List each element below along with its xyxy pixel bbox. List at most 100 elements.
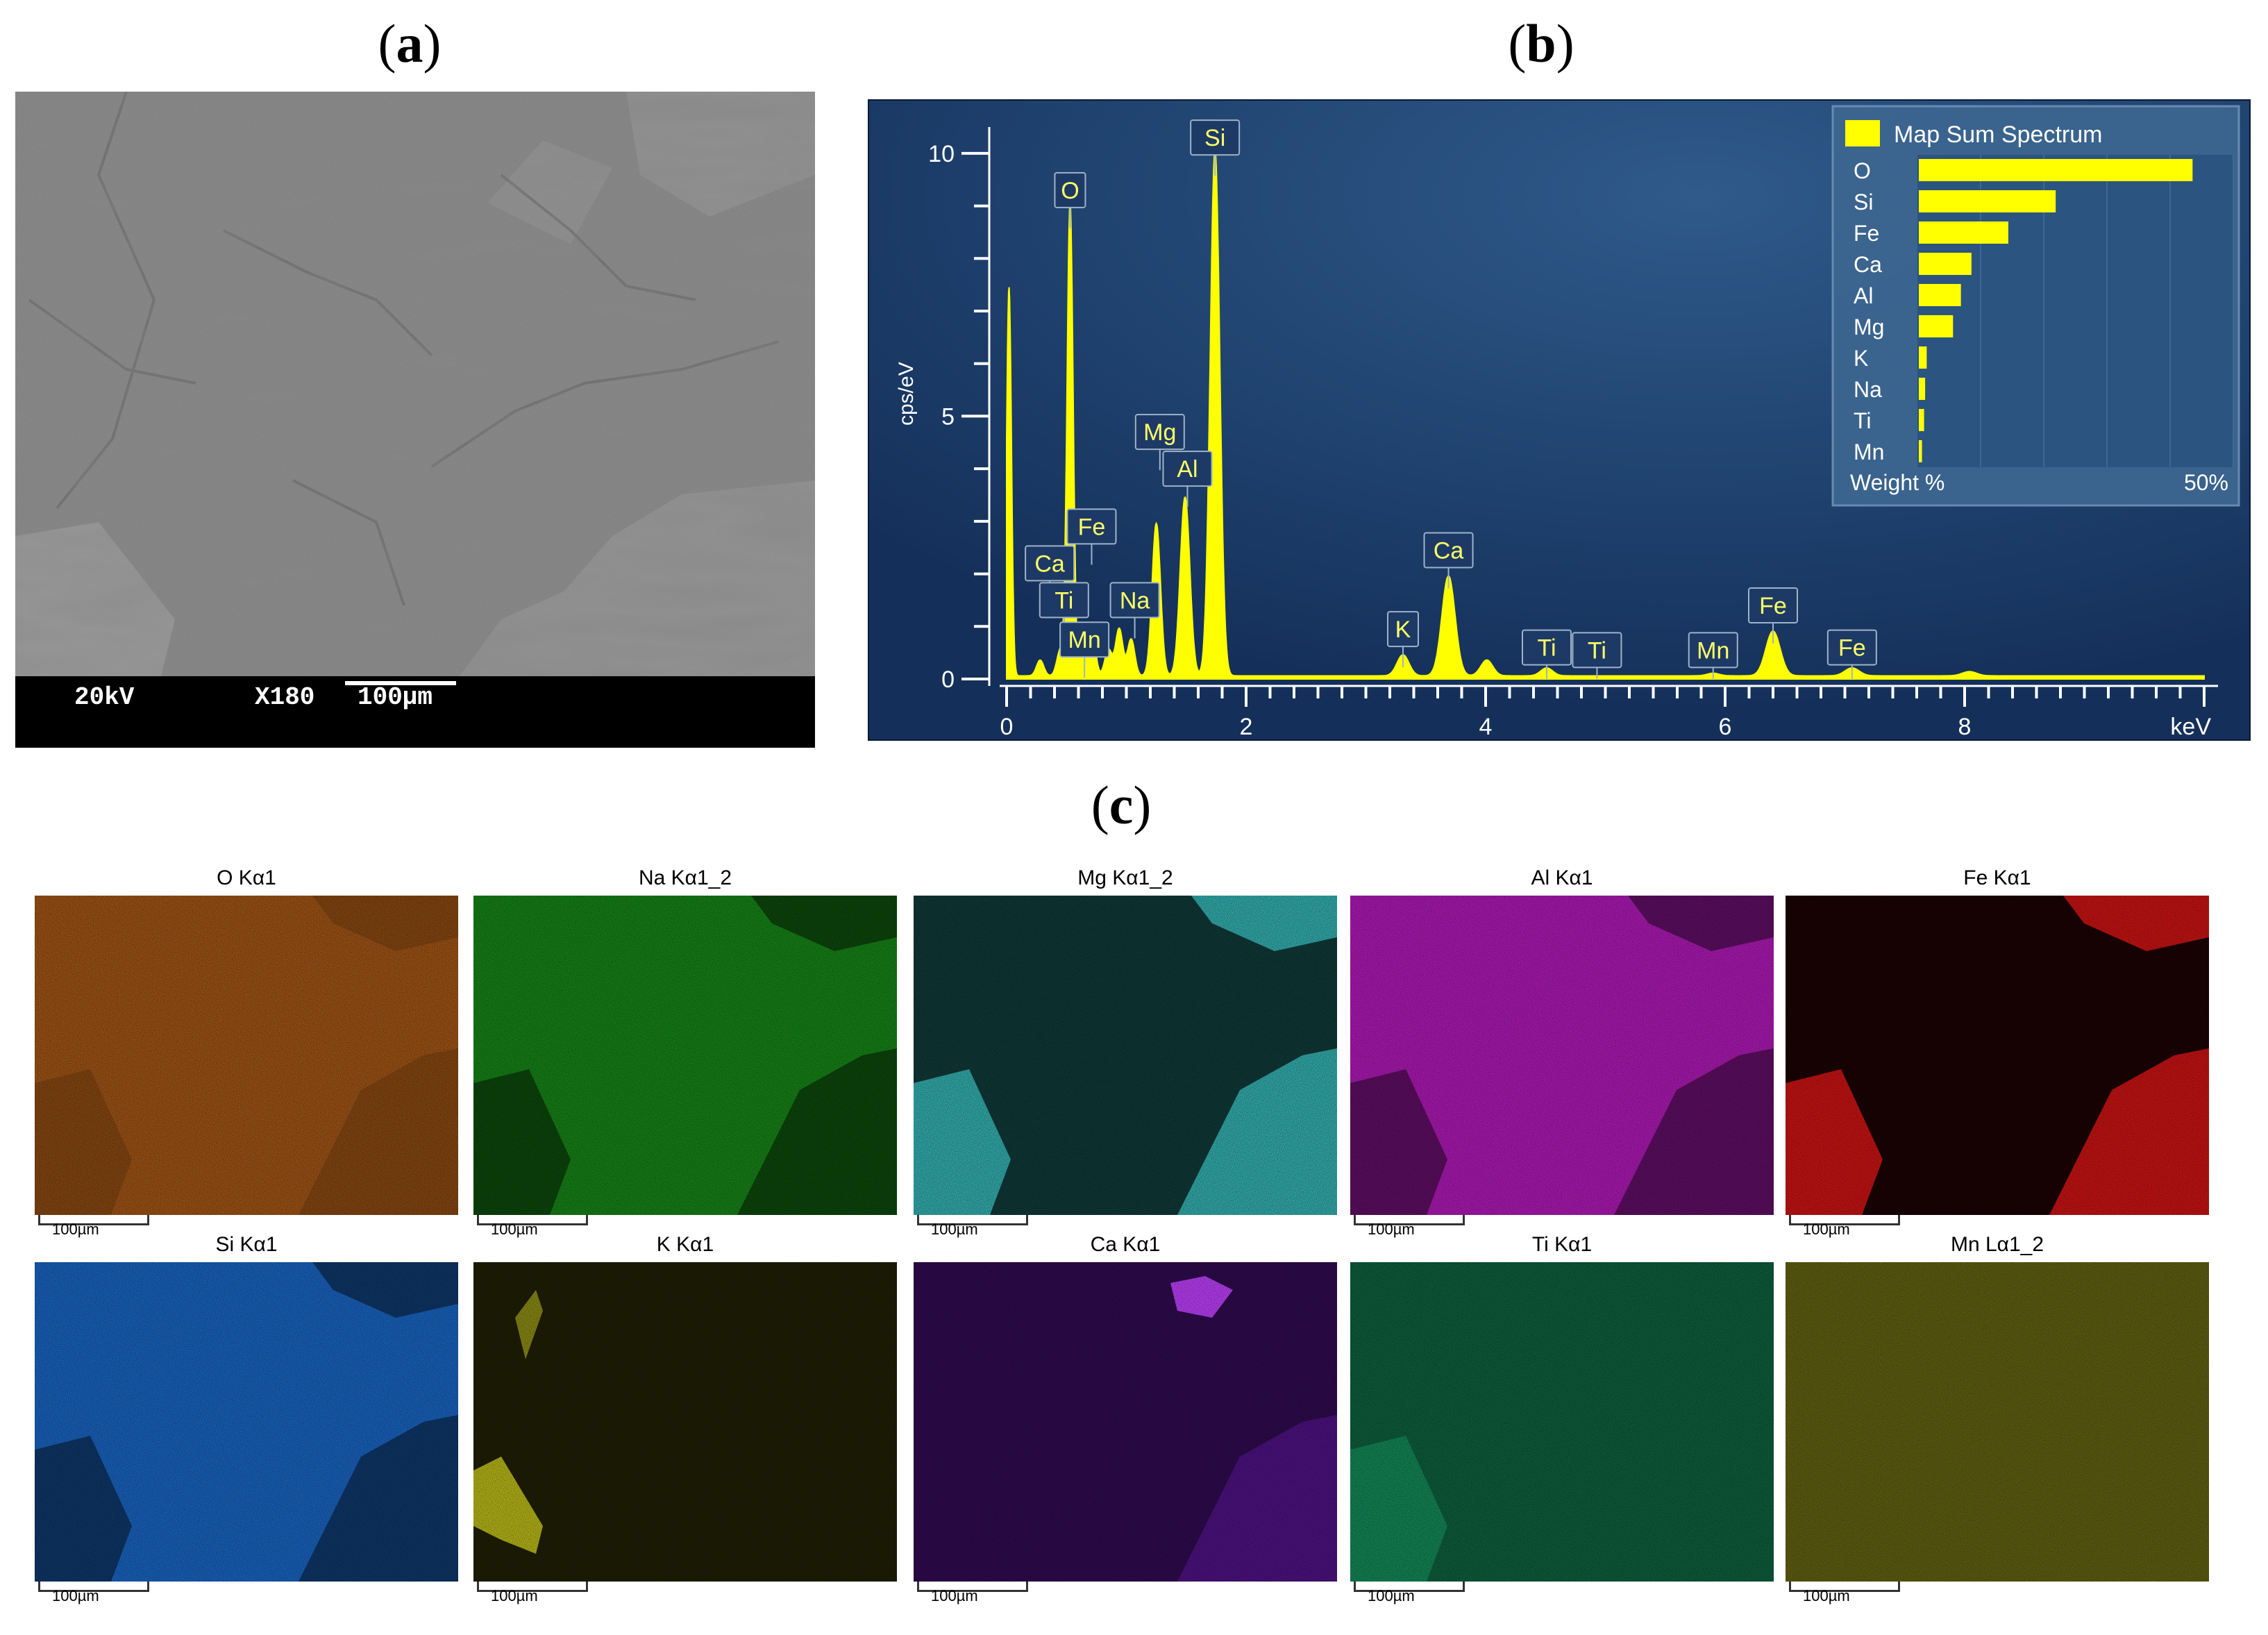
x-tick-label: 2 bbox=[1240, 714, 1253, 740]
legend-bar bbox=[1919, 378, 1926, 400]
peak-label: Mg bbox=[1134, 414, 1185, 471]
legend-element-label: Ca bbox=[1854, 252, 1882, 277]
peak-label-text: Al bbox=[1177, 456, 1198, 483]
legend-bar bbox=[1919, 409, 1924, 431]
peak-label: Mn bbox=[1688, 632, 1738, 679]
sem-micrograph: 20kV X180 100µm bbox=[15, 92, 815, 748]
peak-label: Na bbox=[1109, 582, 1160, 639]
peak-label: Ti bbox=[1039, 582, 1089, 639]
panel-label-c: (c) bbox=[1091, 775, 1152, 835]
legend-bar bbox=[1919, 190, 2056, 212]
map-speckle bbox=[1786, 1262, 2209, 1582]
peak-label-box bbox=[1109, 582, 1160, 619]
legend-element-label: Mg bbox=[1854, 315, 1884, 339]
peak-label-text: Mn bbox=[1068, 627, 1101, 653]
element-map bbox=[35, 896, 458, 1215]
peak-label-box bbox=[1572, 632, 1622, 669]
scale-bar-line bbox=[477, 1215, 588, 1225]
peak-label-text: Fe bbox=[1078, 514, 1106, 540]
peak-label-box bbox=[1066, 508, 1117, 545]
element-map bbox=[1786, 1262, 2209, 1582]
map-title: K Kα1 bbox=[656, 1233, 714, 1256]
map-title: Si Kα1 bbox=[215, 1233, 278, 1256]
y-tick-label: 0 bbox=[941, 666, 955, 693]
peak-label-text: Mn bbox=[1697, 637, 1729, 664]
scale-bar-label: 100µm bbox=[931, 1221, 978, 1238]
peak-label: O bbox=[1054, 171, 1086, 228]
peak-label-box bbox=[1521, 629, 1572, 666]
peak-label-box bbox=[1190, 119, 1241, 156]
scale-bar-label: 100µm bbox=[52, 1221, 99, 1238]
peak-label-box bbox=[1423, 532, 1474, 569]
scale-bar-label: 100µm bbox=[1368, 1221, 1415, 1238]
peak-label-box bbox=[1059, 621, 1110, 658]
map-speckle bbox=[35, 1262, 458, 1582]
sem-scale-label: 100µm bbox=[358, 683, 432, 712]
scale-bar-label: 100µm bbox=[1803, 1221, 1850, 1238]
legend-element-label: Al bbox=[1854, 283, 1873, 308]
peak-label-box bbox=[1162, 451, 1213, 487]
legend-element-label: K bbox=[1854, 346, 1868, 371]
legend-bar bbox=[1919, 221, 2008, 244]
peak-label: Fe bbox=[1066, 508, 1117, 565]
peak-label-text: K bbox=[1395, 617, 1411, 643]
peak-label-box bbox=[1386, 611, 1419, 648]
scale-bar-line bbox=[38, 1582, 149, 1592]
map-title: Fe Kα1 bbox=[1963, 866, 2031, 889]
scale-bar-line bbox=[1354, 1582, 1465, 1592]
scale-bar-label: 100µm bbox=[1368, 1587, 1415, 1604]
legend-bar bbox=[1919, 284, 1961, 306]
peak-label: Al bbox=[1162, 451, 1213, 508]
element-map bbox=[1350, 1262, 1774, 1582]
element-map bbox=[1350, 896, 1774, 1215]
scale-bar: 100µm bbox=[1354, 1215, 1465, 1238]
y-tick-label: 10 bbox=[928, 141, 955, 167]
map-title: Mg Kα1_2 bbox=[1077, 866, 1173, 889]
peak-label-text: Fe bbox=[1838, 635, 1866, 662]
panel-label-a: (a) bbox=[378, 13, 442, 74]
y-axis-label: cps/eV bbox=[895, 362, 918, 426]
scale-bar-line bbox=[917, 1582, 1028, 1592]
peak-label-text: Ca bbox=[1034, 551, 1065, 577]
legend-swatch bbox=[1845, 120, 1880, 146]
peak-label: Fe bbox=[1826, 629, 1877, 679]
peak-label-box bbox=[1054, 171, 1086, 208]
spectrum-trace bbox=[1006, 149, 2205, 680]
peak-label: K bbox=[1386, 611, 1419, 668]
scale-bar: 100µm bbox=[38, 1582, 149, 1604]
weight-legend: Map Sum Spectrum O Si Fe Ca Al Mg K Na Ti Mn Weig… bbox=[1831, 105, 2240, 507]
peak-label-text: Ti bbox=[1588, 637, 1606, 664]
element-map bbox=[473, 1262, 897, 1582]
element-map bbox=[914, 1262, 1337, 1582]
legend-element-label: Mn bbox=[1854, 439, 1884, 464]
map-title: Ca Kα1 bbox=[1090, 1233, 1161, 1256]
scale-bar: 100µm bbox=[1789, 1215, 1900, 1238]
map-speckle bbox=[35, 896, 458, 1215]
scale-bar: 100µm bbox=[1789, 1582, 1900, 1604]
legend-bar bbox=[1919, 315, 1954, 337]
legend-bar bbox=[1919, 346, 1927, 369]
scale-bar-line bbox=[477, 1582, 588, 1592]
legend-element-label: Ti bbox=[1854, 408, 1871, 433]
x-tick-label: 6 bbox=[1719, 714, 1732, 740]
map-title: Na Kα1_2 bbox=[638, 866, 732, 889]
sem-voltage: 20kV bbox=[74, 683, 135, 712]
legend-bar bbox=[1919, 440, 1922, 462]
peak-label: Ti bbox=[1572, 632, 1622, 679]
legend-element-label: Na bbox=[1854, 377, 1882, 402]
scale-bar: 100µm bbox=[477, 1215, 588, 1238]
peak-label-box bbox=[1025, 545, 1075, 582]
legend-bar bbox=[1919, 253, 1972, 275]
peak-label-text: Mg bbox=[1143, 419, 1176, 446]
map-speckle bbox=[914, 1262, 1337, 1582]
scale-bar-line bbox=[1354, 1215, 1465, 1225]
x-tick-label: 8 bbox=[1958, 714, 1972, 740]
map-title: Al Kα1 bbox=[1531, 866, 1593, 889]
scale-bar-line bbox=[38, 1215, 149, 1225]
legend-weight-max: 50% bbox=[2184, 470, 2228, 495]
scale-bar: 100µm bbox=[38, 1215, 149, 1238]
x-tick-label: 4 bbox=[1479, 714, 1493, 740]
peak-label-text: Ca bbox=[1434, 538, 1464, 564]
peak-label-box bbox=[1826, 629, 1877, 666]
